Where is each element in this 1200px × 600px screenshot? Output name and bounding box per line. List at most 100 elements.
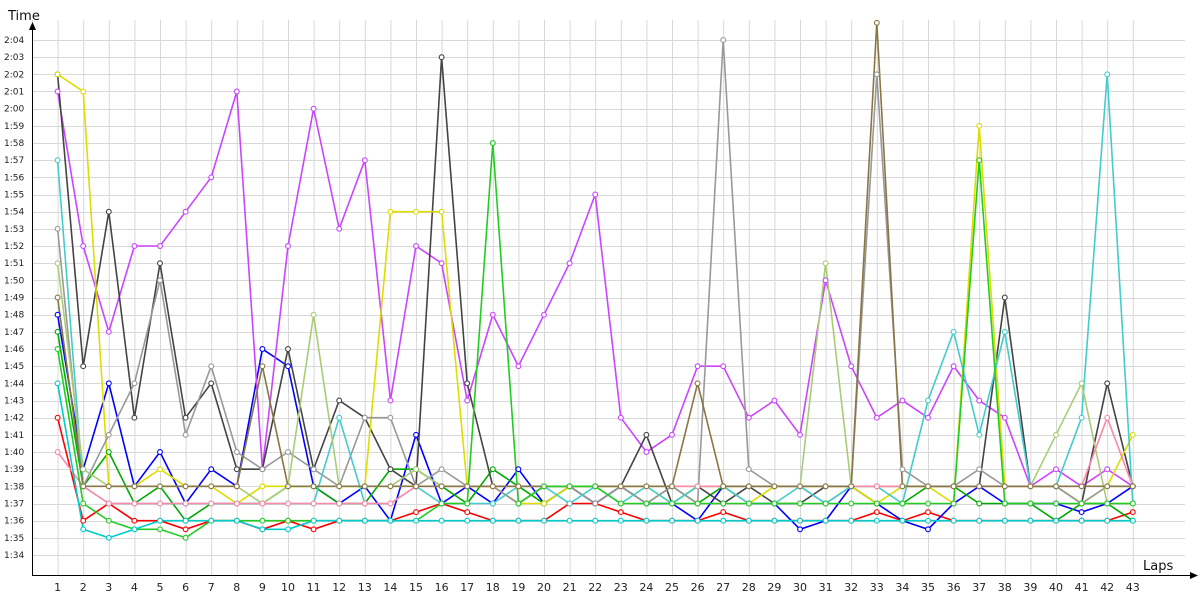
data-point: [233, 449, 240, 455]
data-point: [285, 483, 291, 490]
x-tick-label: 36: [947, 581, 961, 594]
data-point: [1104, 71, 1111, 78]
data-point: [669, 517, 675, 524]
data-point: [771, 500, 778, 507]
data-point: [976, 483, 983, 490]
y-axis-arrow: [29, 22, 36, 30]
x-tick-label: 12: [332, 581, 346, 594]
data-point: [131, 414, 138, 421]
data-point: [464, 509, 471, 516]
data-point: [233, 466, 240, 473]
y-tick-label: 1:38: [4, 482, 24, 492]
y-tick-label: 1:55: [4, 191, 24, 201]
data-point: [541, 517, 547, 524]
data-point: [310, 500, 317, 507]
data-point: [745, 517, 752, 524]
data-point: [438, 208, 445, 215]
data-point: [80, 363, 87, 370]
data-point: [310, 105, 317, 112]
data-point: [1104, 380, 1111, 387]
data-point: [259, 363, 266, 370]
axes: [29, 22, 1198, 579]
y-tick-label: 1:56: [4, 173, 24, 183]
data-point: [233, 500, 240, 507]
data-point: [899, 483, 906, 490]
data-point: [182, 526, 189, 533]
y-tick-label: 2:04: [4, 36, 24, 46]
data-point: [873, 71, 880, 78]
data-point: [1129, 517, 1136, 524]
data-point: [80, 466, 87, 473]
data-point: [233, 483, 240, 490]
data-point: [1027, 500, 1034, 507]
data-point: [541, 483, 547, 490]
data-point: [694, 483, 701, 490]
data-point: [976, 397, 983, 404]
x-tick-label: 2: [80, 581, 87, 594]
data-point: [873, 414, 880, 421]
data-point: [413, 517, 419, 524]
data-point: [1104, 483, 1111, 490]
y-tick-label: 2:02: [4, 70, 24, 80]
data-point: [157, 277, 163, 284]
data-point: [848, 517, 855, 524]
x-tick-label: 42: [1100, 581, 1114, 594]
y-tick-label: 1:34: [4, 551, 24, 561]
data-point: [848, 483, 855, 490]
data-point: [54, 449, 61, 455]
data-point: [157, 517, 163, 524]
data-point: [361, 483, 368, 490]
data-point: [515, 517, 522, 524]
data-point: [54, 380, 61, 387]
data-point: [413, 243, 419, 249]
data-point: [131, 517, 138, 524]
data-point: [105, 449, 112, 455]
data-point: [131, 483, 138, 490]
data-point: [54, 88, 61, 95]
x-tick-label: 9: [259, 581, 266, 594]
data-point: [1078, 483, 1085, 490]
data-point: [233, 88, 240, 95]
y-tick-label: 1:43: [4, 397, 24, 407]
data-point: [336, 225, 343, 232]
data-point: [438, 54, 445, 61]
data-point: [617, 414, 624, 421]
data-point: [1053, 466, 1059, 473]
data-point: [310, 483, 317, 490]
data-point: [310, 466, 317, 473]
data-point: [336, 483, 343, 490]
x-tick-label: 38: [998, 581, 1012, 594]
data-point: [464, 500, 471, 507]
data-point: [1104, 414, 1111, 421]
grid: [32, 20, 1185, 575]
data-point: [873, 19, 880, 26]
data-point: [285, 449, 291, 455]
data-point: [105, 208, 112, 215]
x-tick-label: 25: [665, 581, 679, 594]
x-tick-label: 29: [767, 581, 781, 594]
data-point: [1001, 294, 1008, 301]
y-tick-label: 1:40: [4, 448, 24, 458]
data-point: [105, 483, 112, 490]
data-point: [720, 483, 727, 490]
data-point: [592, 517, 599, 524]
data-point: [182, 517, 189, 524]
data-point: [54, 346, 61, 352]
data-point: [1053, 517, 1059, 524]
data-point: [489, 483, 496, 490]
data-point: [208, 483, 215, 490]
data-point: [157, 243, 163, 249]
data-point: [925, 517, 931, 524]
data-point: [797, 431, 803, 438]
data-point: [950, 500, 957, 507]
data-point: [54, 225, 61, 232]
data-point: [1001, 483, 1008, 490]
data-point: [566, 260, 573, 267]
x-tick-label: 13: [358, 581, 372, 594]
data-point: [361, 414, 368, 421]
data-point: [694, 500, 701, 507]
data-point: [54, 328, 61, 335]
data-point: [950, 363, 957, 370]
data-point: [720, 509, 727, 516]
data-point: [413, 466, 419, 473]
